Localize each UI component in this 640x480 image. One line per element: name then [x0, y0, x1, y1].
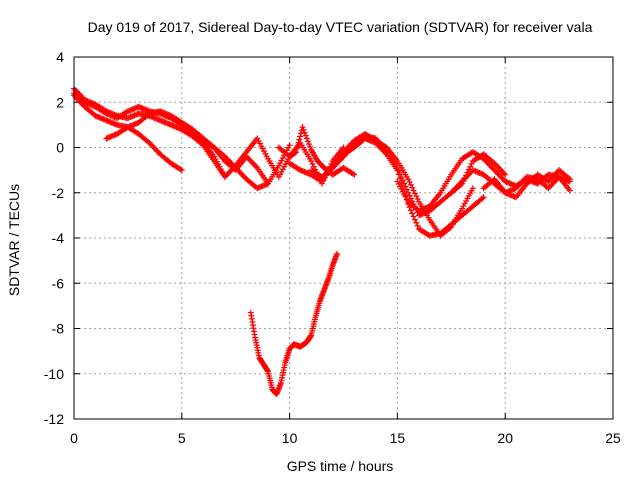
data-point — [286, 142, 293, 149]
data-point — [405, 189, 412, 196]
data-point — [413, 193, 420, 200]
data-point — [467, 163, 474, 170]
y-tick-label: 0 — [56, 140, 64, 156]
data-point — [294, 142, 301, 149]
data-point — [296, 136, 303, 143]
data-point — [293, 145, 300, 152]
data-point — [414, 195, 421, 202]
x-tick-label: 15 — [390, 430, 406, 446]
x-tick-label: 5 — [178, 430, 186, 446]
x-tick-label: 0 — [70, 430, 78, 446]
data-point — [565, 175, 572, 182]
grid-lines — [74, 57, 613, 419]
x-axis-label: GPS time / hours — [287, 458, 394, 474]
data-point — [566, 187, 573, 194]
data-point — [469, 185, 476, 192]
x-axis-ticks: 0 5 10 15 20 25 — [70, 57, 621, 446]
data-point — [402, 183, 409, 190]
data-point — [349, 170, 356, 177]
data-point — [413, 219, 420, 226]
data-point — [199, 138, 206, 145]
y-tick-label: -2 — [52, 185, 65, 201]
data-point — [405, 176, 412, 183]
data-point — [295, 139, 302, 146]
data-point — [302, 132, 309, 139]
data-point — [399, 177, 406, 184]
data-point — [406, 192, 413, 199]
data-point — [293, 149, 300, 156]
data-point — [351, 171, 358, 178]
data-point — [401, 180, 408, 187]
data-point — [411, 190, 418, 197]
series-sat-m — [247, 250, 341, 398]
data-point — [304, 138, 311, 145]
data-point — [301, 129, 308, 136]
data-points — [71, 85, 573, 398]
data-point — [414, 222, 421, 229]
data-point — [398, 174, 405, 181]
x-tick-label: 10 — [282, 430, 298, 446]
y-tick-label: -6 — [52, 275, 65, 291]
y-axis-label: SDTVAR / TECUs — [6, 184, 22, 296]
data-point — [395, 167, 402, 174]
data-point — [297, 133, 304, 140]
data-point — [178, 167, 185, 174]
data-point — [306, 141, 313, 148]
data-point — [310, 163, 317, 170]
data-point — [479, 195, 486, 202]
y-tick-label: 4 — [56, 49, 64, 65]
y-axis-ticks: -12 -10 -8 -6 -4 -2 0 2 4 — [44, 49, 613, 427]
data-point — [394, 164, 401, 171]
data-point — [566, 176, 573, 183]
data-point — [307, 143, 314, 150]
data-point — [334, 250, 341, 257]
data-point — [409, 210, 416, 217]
series-sat-b — [71, 85, 228, 180]
y-tick-label: -10 — [44, 366, 64, 382]
data-point — [309, 160, 316, 167]
x-tick-label: 20 — [497, 430, 513, 446]
data-point — [480, 194, 487, 201]
data-point — [468, 160, 475, 167]
y-tick-label: 2 — [56, 94, 64, 110]
data-point — [410, 213, 417, 220]
data-point — [177, 166, 184, 173]
y-tick-label: -8 — [52, 321, 65, 337]
y-tick-label: -4 — [52, 230, 65, 246]
data-point — [502, 171, 509, 178]
data-point — [300, 126, 307, 133]
y-tick-label: -12 — [44, 411, 64, 427]
data-point — [397, 171, 404, 178]
data-point — [409, 184, 416, 191]
data-point — [209, 143, 216, 150]
data-point — [308, 158, 315, 165]
data-point — [407, 181, 414, 188]
data-point — [303, 135, 310, 142]
data-point — [403, 186, 410, 193]
series-sat-l — [480, 167, 573, 201]
data-point — [407, 207, 414, 214]
data-point — [299, 124, 306, 131]
chart-title: Day 019 of 2017, Sidereal Day-to-day VTE… — [88, 19, 593, 35]
data-point — [411, 216, 418, 223]
data-point — [407, 195, 414, 202]
data-point — [410, 187, 417, 194]
data-point — [406, 179, 413, 186]
x-tick-label: 25 — [605, 430, 621, 446]
plot-frame — [73, 56, 614, 420]
